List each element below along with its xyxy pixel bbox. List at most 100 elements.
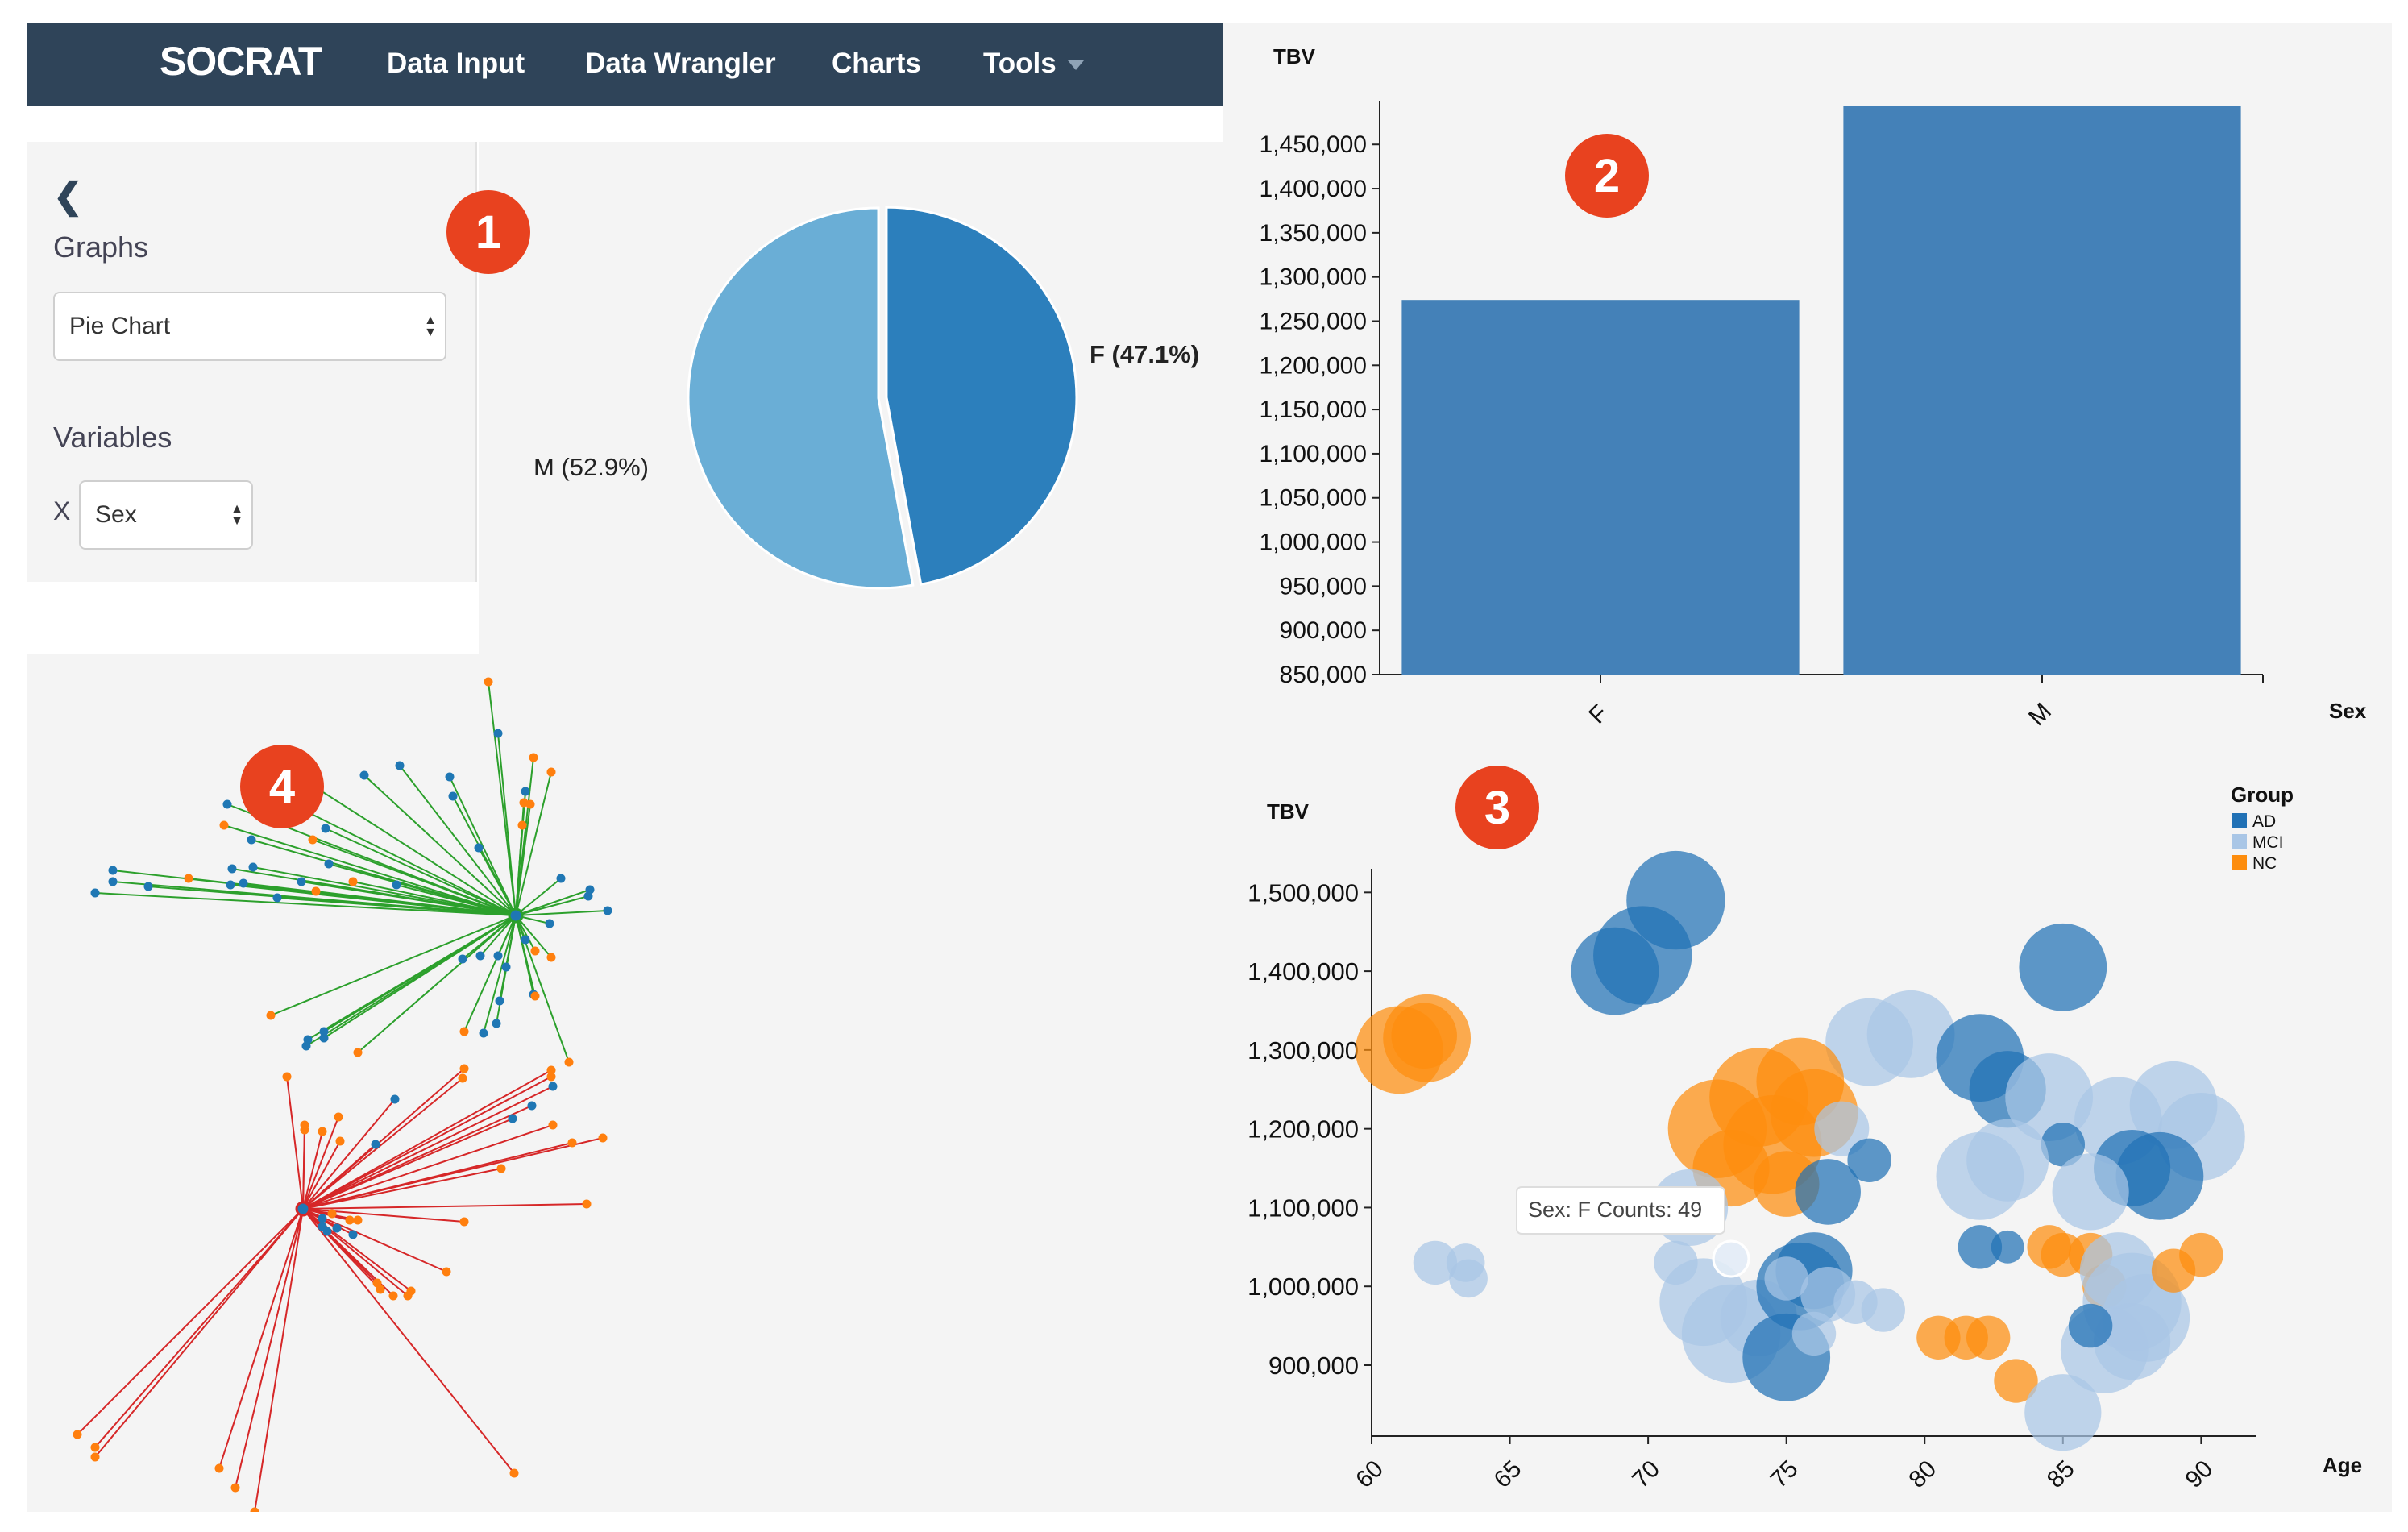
network-node[interactable] <box>475 951 485 961</box>
network-node[interactable] <box>371 1140 380 1149</box>
network-node[interactable] <box>327 1209 337 1219</box>
bubble-point[interactable] <box>1994 1359 2038 1403</box>
bar-f[interactable] <box>1401 300 1800 675</box>
network-node[interactable] <box>445 772 455 782</box>
network-node[interactable] <box>546 767 556 777</box>
network-node[interactable] <box>493 729 503 738</box>
network-node[interactable] <box>459 1064 469 1073</box>
network-node[interactable] <box>474 843 484 853</box>
network-node[interactable] <box>395 761 405 770</box>
bubble-point[interactable] <box>2005 1053 2094 1141</box>
network-node[interactable] <box>318 1214 327 1223</box>
network-node[interactable] <box>492 1019 501 1028</box>
bar-m[interactable] <box>1843 106 2241 675</box>
network-node[interactable] <box>282 1072 292 1082</box>
network-node[interactable] <box>272 893 282 903</box>
network-node[interactable] <box>318 1127 327 1136</box>
network-node[interactable] <box>598 1133 608 1143</box>
network-node[interactable] <box>530 991 540 1001</box>
network-node[interactable] <box>226 880 235 890</box>
network-node[interactable] <box>345 1215 355 1225</box>
network-node[interactable] <box>458 954 467 964</box>
brand-logo[interactable]: SOCRAT <box>160 39 322 84</box>
network-node[interactable] <box>583 891 593 901</box>
network-node[interactable] <box>556 874 566 883</box>
bubble-point-highlighted[interactable] <box>1712 1239 1750 1278</box>
network-node[interactable] <box>501 962 511 972</box>
network-node[interactable] <box>442 1267 451 1277</box>
network-node[interactable] <box>388 1291 398 1301</box>
network-node[interactable] <box>214 1463 224 1473</box>
network-node[interactable] <box>335 1136 345 1146</box>
network-hub-node[interactable] <box>508 907 524 924</box>
network-node[interactable] <box>567 1138 577 1148</box>
nav-data-input[interactable]: Data Input <box>387 48 525 79</box>
network-node[interactable] <box>517 820 527 830</box>
network-node[interactable] <box>527 1101 537 1111</box>
graph-type-select[interactable]: Pie Chart ▲ ▼ <box>53 292 446 361</box>
network-node[interactable] <box>392 880 401 890</box>
bubble-point[interactable] <box>1966 1315 2011 1360</box>
bubble-point[interactable] <box>1861 1288 1905 1332</box>
network-node[interactable] <box>509 1468 519 1478</box>
network-node[interactable] <box>390 1094 400 1104</box>
network-node[interactable] <box>376 1285 385 1294</box>
network-node[interactable] <box>90 1443 100 1452</box>
network-node[interactable] <box>319 1033 329 1043</box>
nav-data-wrangler[interactable]: Data Wrangler <box>585 48 776 79</box>
bubble-point[interactable] <box>1791 1311 1837 1356</box>
network-node[interactable] <box>311 886 321 896</box>
network-node[interactable] <box>545 919 554 928</box>
bubble-point[interactable] <box>1966 1119 2049 1202</box>
network-node[interactable] <box>184 874 193 883</box>
network-node[interactable] <box>546 953 556 962</box>
nav-charts[interactable]: Charts <box>832 48 921 79</box>
bubble-point[interactable] <box>2024 1374 2102 1451</box>
network-node[interactable] <box>529 753 538 762</box>
bubble-point[interactable] <box>2041 1123 2086 1167</box>
network-node[interactable] <box>521 935 530 945</box>
network-node[interactable] <box>353 1048 363 1057</box>
network-node[interactable] <box>266 1011 276 1020</box>
bubble-point[interactable] <box>1991 1230 2024 1264</box>
network-node[interactable] <box>484 677 493 687</box>
pie-slice-m[interactable] <box>687 206 915 590</box>
network-node[interactable] <box>548 1082 558 1091</box>
x-variable-select[interactable]: Sex ▲ ▼ <box>79 480 253 550</box>
network-node[interactable] <box>459 1217 469 1227</box>
network-node[interactable] <box>332 1223 342 1233</box>
network-node[interactable] <box>495 996 504 1006</box>
network-node[interactable] <box>582 1199 592 1209</box>
network-node[interactable] <box>496 1164 506 1173</box>
network-node[interactable] <box>403 1291 413 1301</box>
bubble-point[interactable] <box>2019 923 2107 1011</box>
network-node[interactable] <box>521 787 530 796</box>
network-node[interactable] <box>90 888 100 898</box>
network-node[interactable] <box>222 799 232 809</box>
bubble-point[interactable] <box>1764 1256 1808 1301</box>
network-node[interactable] <box>459 1027 469 1036</box>
network-node[interactable] <box>458 1073 467 1083</box>
network-node[interactable] <box>530 946 540 956</box>
nav-tools[interactable]: Tools <box>983 48 1084 80</box>
network-node[interactable] <box>239 878 248 888</box>
network-node[interactable] <box>334 1112 343 1122</box>
bubble-point[interactable] <box>1449 1259 1488 1298</box>
bubble-point[interactable] <box>1413 1240 1458 1285</box>
network-node[interactable] <box>548 1120 558 1130</box>
network-node[interactable] <box>321 824 330 833</box>
bubble-point[interactable] <box>2052 1153 2129 1231</box>
network-node[interactable] <box>353 1215 363 1225</box>
network-node[interactable] <box>603 906 612 915</box>
network-node[interactable] <box>248 862 258 872</box>
bubble-point[interactable] <box>1795 1159 1861 1225</box>
bubble-point[interactable] <box>1814 1101 1870 1156</box>
network-node[interactable] <box>448 791 458 801</box>
network-node[interactable] <box>308 835 318 845</box>
network-node[interactable] <box>297 877 306 886</box>
chevron-left-icon[interactable]: ❮ <box>53 176 83 216</box>
network-node[interactable] <box>108 866 118 875</box>
network-node[interactable] <box>348 1230 358 1239</box>
network-node[interactable] <box>479 1028 488 1038</box>
network-node[interactable] <box>300 1125 309 1135</box>
